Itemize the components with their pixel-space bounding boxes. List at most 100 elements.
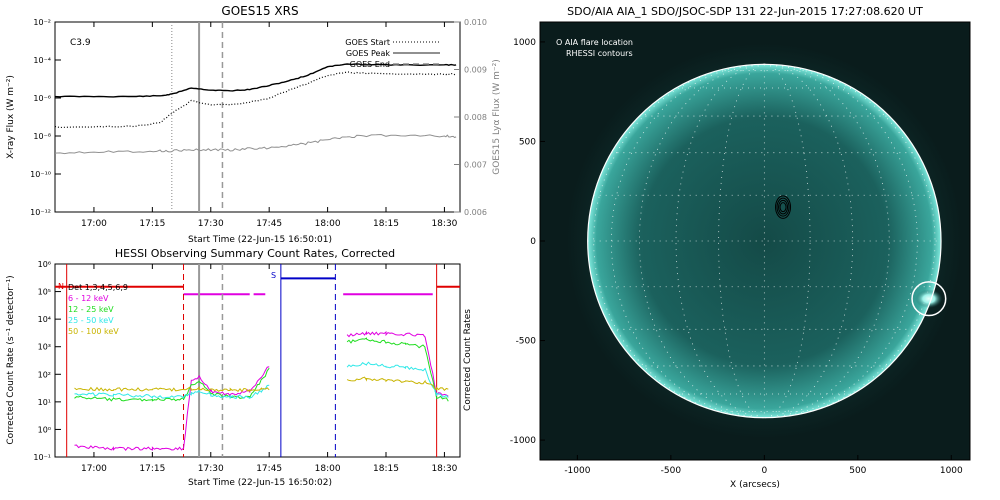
aia-ytick-label: -1000 [510, 436, 536, 446]
hessi-plot-frame [54, 263, 461, 458]
hessi-title: HESSI Observing Summary Count Rates, Cor… [115, 247, 395, 260]
hessi-legend-det: Det 1,3,4,5,6,9 [68, 283, 128, 292]
goes-plot-frame [54, 21, 461, 213]
goes-xtick-label: 17:30 [198, 219, 224, 229]
aia-xtick-label: 1000 [940, 466, 963, 476]
hessi-xtick-label: 17:30 [198, 464, 224, 474]
aia-longitude-line [718, 63, 765, 419]
goes-xtick-label: 17:00 [81, 219, 107, 229]
hessi-legend-mid: 12 - 25 keV [68, 305, 114, 314]
hessi-axes: 17:00 17:15 17:30 17:45 18:00 18:15 18:30 10⁻¹ 1… [33, 260, 457, 474]
aia-title: SDO/AIA AIA_1 SDO/JSOC-SDP 131 22-Jun-20… [567, 5, 923, 18]
aia-ytick-label: -500 [516, 337, 537, 347]
goes-ytick-label: 10⁻¹² [30, 208, 51, 217]
hessi-legend-top: 50 - 100 keV [68, 327, 119, 336]
hessi-marker-s: S [271, 271, 276, 280]
aia-xtick-label: -500 [661, 466, 682, 476]
aia-longitude-line [764, 63, 936, 419]
goes-long-line [54, 63, 457, 98]
rhessi-contour-ring [778, 199, 789, 215]
hessi-marker-n: N [58, 282, 64, 291]
hessi-legend-low: 6 - 12 keV [68, 294, 109, 303]
goes-xtick-label: 18:00 [315, 219, 341, 229]
goes-legend: GOES Start GOES Peak GOES End [345, 38, 440, 69]
aia-solar-disk [587, 64, 942, 418]
goes-panel: GOES15 XRS C3.9 17:00 17:15 17:30 17:45 18:0… [6, 4, 502, 245]
aia-xlabel: X (arcsecs) [730, 480, 780, 490]
aia-longitude-line [639, 63, 765, 419]
goes-class-label: C3.9 [70, 38, 91, 48]
hessi-xtick-label: 17:00 [81, 464, 107, 474]
aia-ytick-label: 0 [530, 237, 536, 247]
aia-flare-glow [915, 289, 943, 308]
goes-axes: 17:00 17:15 17:30 17:45 18:00 18:15 18:30 10⁻¹²… [30, 18, 487, 229]
hessi-series-50-100kev [74, 376, 449, 393]
hessi-xtick-label: 18:00 [315, 464, 341, 474]
goes-ytick-label: 10⁻⁶ [33, 94, 51, 103]
hessi-xtick-label: 18:30 [431, 464, 457, 474]
aia-xtick-label: 0 [761, 466, 767, 476]
goes-ytick-label: 10⁻¹⁰ [30, 170, 51, 179]
goes-legend-end: GOES End [350, 60, 390, 69]
goes-legend-start: GOES Start [345, 38, 390, 47]
hessi-xtick-label: 17:15 [139, 464, 165, 474]
hessi-ytick-label: 10⁻¹ [33, 453, 51, 462]
goes-y2tick-label: 0.007 [464, 161, 487, 170]
goes-short-line [54, 71, 457, 129]
aia-legend-rhessi: RHESSI contours [566, 49, 633, 58]
hessi-xtick-label: 17:45 [256, 464, 282, 474]
goes-y2tick-label: 0.010 [464, 18, 487, 27]
aia-panel: SDO/AIA AIA_1 SDO/JSOC-SDP 131 22-Jun-20… [510, 5, 971, 490]
hessi-ytick-label: 10⁵ [38, 288, 51, 297]
hessi-legend-high: 25 - 50 keV [68, 316, 114, 325]
hessi-ytick-label: 10² [38, 370, 51, 379]
aia-longitude-line [593, 63, 765, 419]
rhessi-contour-ring [775, 195, 792, 219]
aia-image [566, 43, 963, 439]
rhessi-contour-ring [776, 197, 790, 217]
hessi-series-25-50kev [74, 361, 449, 400]
rhessi-contour-ring [779, 202, 787, 213]
aia-limb-circle [587, 63, 942, 419]
aia-xtick-label: 500 [849, 466, 866, 476]
hessi-series-group [55, 264, 460, 457]
goes-ytick-label: 10⁻⁸ [33, 132, 51, 141]
aia-flare-location-circle [911, 281, 947, 317]
aia-ytick-label: 500 [519, 137, 536, 147]
goes-ylabel: X-ray Flux (W m⁻²) [6, 75, 16, 159]
goes-xtick-label: 18:15 [373, 219, 399, 229]
hessi-ytick-label: 10⁶ [38, 260, 51, 269]
goes-xtick-label: 18:30 [431, 219, 457, 229]
hessi-ytick-label: 10³ [38, 343, 51, 352]
aia-axes: -1000 -500 0 500 1000 -1000 -500 0 500 1000 [510, 38, 963, 476]
goes-ytick-label: 10⁻² [33, 18, 51, 27]
goes-event-lines [171, 22, 224, 212]
aia-longitude-line [764, 63, 811, 419]
aia-legend-flare: O AIA flare location [556, 38, 633, 47]
aia-ytick-label: 1000 [513, 38, 536, 48]
hessi-ytick-label: 10⁴ [38, 315, 51, 324]
goes-y2label: GOES15 Lyα Flux (W m⁻²) [492, 59, 502, 175]
hessi-xtick-label: 18:15 [373, 464, 399, 474]
hessi-ytick-label: 10¹ [38, 398, 51, 407]
goes-xtick-label: 17:15 [139, 219, 165, 229]
goes-legend-peak: GOES Peak [346, 49, 391, 58]
goes-y2tick-label: 0.009 [464, 66, 487, 75]
goes-ytick-label: 10⁻⁴ [33, 56, 51, 65]
goes-lya-line [54, 133, 457, 155]
hessi-series-6-12kev [74, 330, 449, 451]
hessi-ylabel: Corrected Count Rate (s⁻¹ detector⁻¹) [6, 275, 16, 444]
goes-y2tick-label: 0.006 [464, 208, 487, 217]
hessi-legend: Det 1,3,4,5,6,9 6 - 12 keV 12 - 25 keV 2… [68, 283, 128, 336]
hessi-panel: HESSI Observing Summary Count Rates, Cor… [6, 247, 473, 488]
hessi-y2label: Corrected Count Rates [463, 309, 473, 411]
goes-xtick-label: 17:45 [256, 219, 282, 229]
hessi-xlabel: Start Time (22-Jun-15 16:50:02) [188, 478, 332, 488]
goes-title: GOES15 XRS [221, 4, 298, 18]
aia-heliographic-grid [587, 63, 942, 419]
hessi-ytick-label: 10⁰ [38, 425, 51, 434]
hessi-series-12-25kev [74, 337, 449, 402]
rhessi-contours [775, 195, 792, 219]
